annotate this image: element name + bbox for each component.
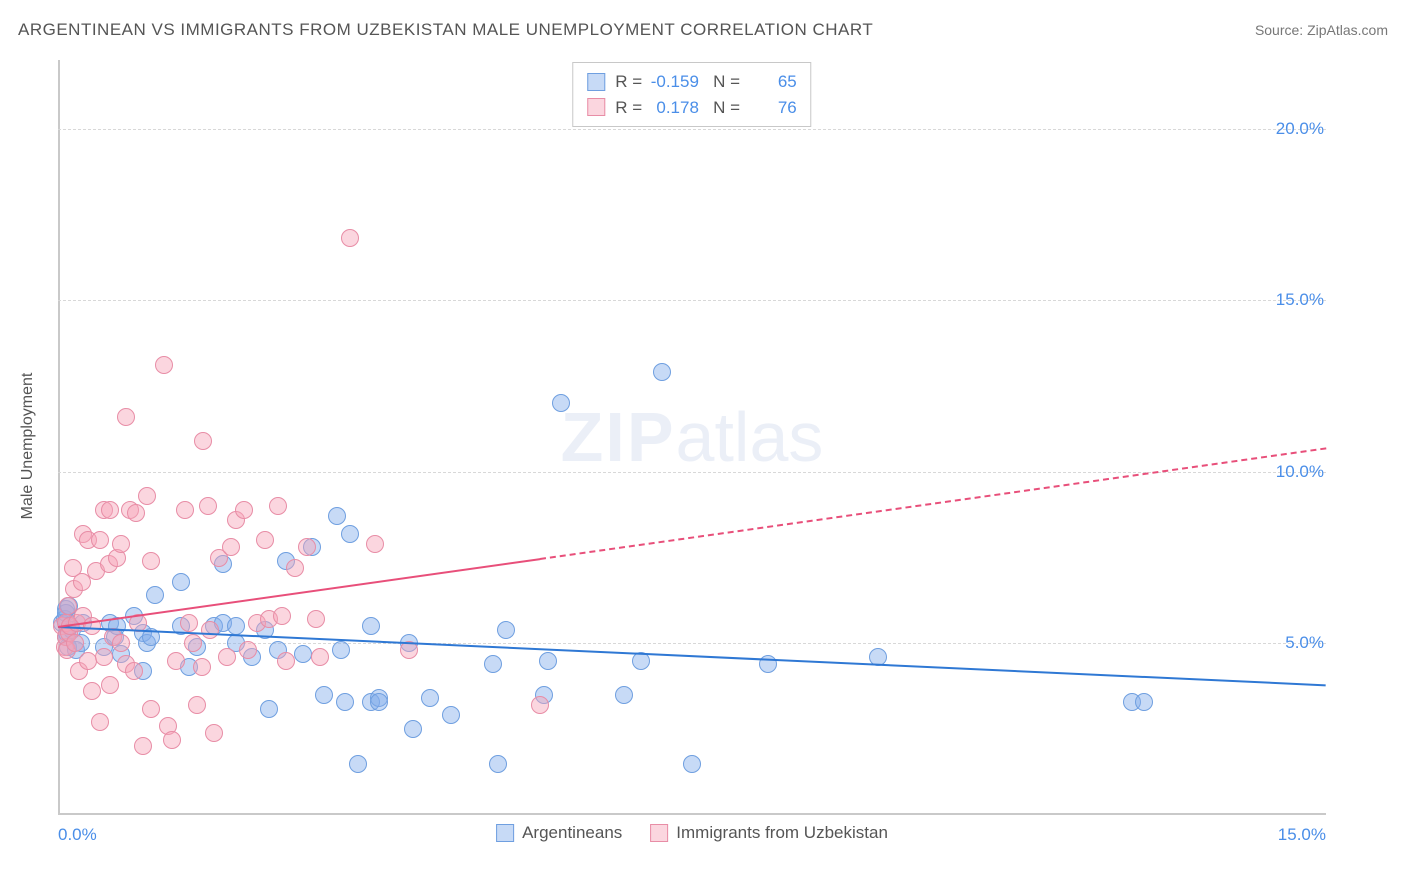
scatter-point <box>101 676 119 694</box>
scatter-point <box>163 731 181 749</box>
scatter-point <box>315 686 333 704</box>
scatter-point <box>91 713 109 731</box>
legend-swatch-b0 <box>496 824 514 842</box>
scatter-point <box>146 586 164 604</box>
x-tick-label: 15.0% <box>1278 825 1326 845</box>
scatter-point <box>235 501 253 519</box>
watermark: ZIPatlas <box>561 397 824 477</box>
legend-stats-row-1: R = 0.178 N = 76 <box>587 95 796 121</box>
scatter-point <box>341 525 359 543</box>
scatter-point <box>184 634 202 652</box>
scatter-point <box>531 696 549 714</box>
x-axis <box>58 813 1326 815</box>
scatter-point <box>167 652 185 670</box>
scatter-point <box>66 634 84 652</box>
scatter-point <box>180 614 198 632</box>
y-axis <box>58 60 60 815</box>
scatter-point <box>615 686 633 704</box>
scatter-point <box>349 755 367 773</box>
legend-swatch-1 <box>587 98 605 116</box>
chart-source: Source: ZipAtlas.com <box>1255 22 1388 38</box>
x-tick-label: 0.0% <box>58 825 97 845</box>
y-axis-label: Male Unemployment <box>19 373 37 520</box>
scatter-point <box>1135 693 1153 711</box>
scatter-point <box>172 573 190 591</box>
scatter-point <box>142 552 160 570</box>
legend-series: Argentineans Immigrants from Uzbekistan <box>496 823 888 843</box>
y-tick-label: 15.0% <box>1276 290 1324 310</box>
trend-line <box>540 448 1326 561</box>
scatter-point <box>138 487 156 505</box>
y-tick-label: 20.0% <box>1276 119 1324 139</box>
scatter-point <box>404 720 422 738</box>
scatter-point <box>91 531 109 549</box>
plot-area: ZIPatlas R = -0.159 N = 65 R = 0.178 N =… <box>58 60 1326 845</box>
legend-label-0: Argentineans <box>522 823 622 843</box>
scatter-point <box>201 621 219 639</box>
scatter-point <box>683 755 701 773</box>
scatter-point <box>188 696 206 714</box>
scatter-point <box>552 394 570 412</box>
scatter-point <box>205 724 223 742</box>
scatter-point <box>311 648 329 666</box>
scatter-point <box>539 652 557 670</box>
scatter-point <box>199 497 217 515</box>
gridline <box>58 300 1326 301</box>
scatter-point <box>95 648 113 666</box>
scatter-point <box>222 538 240 556</box>
scatter-point <box>489 755 507 773</box>
scatter-point <box>218 648 236 666</box>
scatter-point <box>336 693 354 711</box>
y-tick-label: 10.0% <box>1276 462 1324 482</box>
chart-title: ARGENTINEAN VS IMMIGRANTS FROM UZBEKISTA… <box>18 20 873 40</box>
scatter-point <box>194 432 212 450</box>
scatter-point <box>260 700 278 718</box>
scatter-point <box>79 652 97 670</box>
scatter-point <box>112 535 130 553</box>
scatter-point <box>155 356 173 374</box>
scatter-point <box>125 662 143 680</box>
legend-swatch-0 <box>587 73 605 91</box>
scatter-point <box>273 607 291 625</box>
legend-swatch-b1 <box>650 824 668 842</box>
scatter-point <box>341 229 359 247</box>
scatter-point <box>83 682 101 700</box>
scatter-point <box>298 538 316 556</box>
scatter-point <box>307 610 325 628</box>
scatter-point <box>256 531 274 549</box>
scatter-point <box>442 706 460 724</box>
scatter-point <box>366 535 384 553</box>
legend-item-1: Immigrants from Uzbekistan <box>650 823 888 843</box>
scatter-point <box>294 645 312 663</box>
scatter-point <box>653 363 671 381</box>
scatter-point <box>332 641 350 659</box>
scatter-point <box>117 408 135 426</box>
scatter-point <box>277 652 295 670</box>
scatter-point <box>227 617 245 635</box>
scatter-point <box>176 501 194 519</box>
scatter-point <box>269 497 287 515</box>
scatter-point <box>362 617 380 635</box>
scatter-point <box>286 559 304 577</box>
scatter-point <box>134 737 152 755</box>
y-tick-label: 5.0% <box>1285 633 1324 653</box>
scatter-point <box>127 504 145 522</box>
gridline <box>58 472 1326 473</box>
scatter-point <box>112 634 130 652</box>
scatter-point <box>484 655 502 673</box>
legend-label-1: Immigrants from Uzbekistan <box>676 823 888 843</box>
scatter-point <box>497 621 515 639</box>
scatter-point <box>193 658 211 676</box>
legend-stats-row-0: R = -0.159 N = 65 <box>587 69 796 95</box>
scatter-point <box>421 689 439 707</box>
scatter-point <box>370 693 388 711</box>
legend-item-0: Argentineans <box>496 823 622 843</box>
scatter-point <box>142 700 160 718</box>
gridline <box>58 129 1326 130</box>
legend-stats: R = -0.159 N = 65 R = 0.178 N = 76 <box>572 62 811 127</box>
scatter-point <box>101 501 119 519</box>
scatter-point <box>328 507 346 525</box>
scatter-point <box>239 641 257 659</box>
